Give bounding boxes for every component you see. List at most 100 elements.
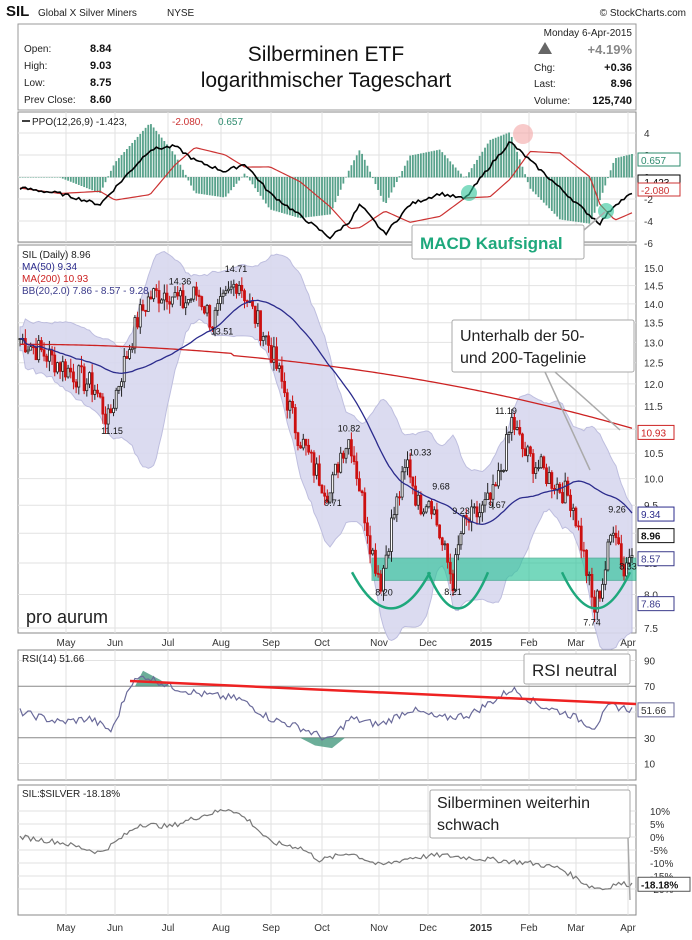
candle-body [296, 432, 300, 447]
candle-body [609, 534, 613, 543]
macd-annotation: MACD Kaufsignal [411, 211, 606, 260]
ppo-histogram-bar [377, 177, 380, 190]
ppo-histogram-bar [59, 177, 61, 178]
ppo-histogram-bar [104, 177, 107, 183]
candle-body [146, 296, 150, 312]
candle-body [31, 346, 35, 349]
ppo-histogram-bar [350, 165, 353, 178]
ratio-line [19, 809, 633, 891]
candle-body [197, 294, 201, 297]
ppo-value-tag-label: 0.657 [641, 156, 666, 167]
cup-arc [350, 571, 432, 610]
ppo-histogram-bar [339, 177, 342, 190]
candle-body [499, 470, 503, 473]
ratio-value-tag [637, 876, 691, 892]
candle-body [259, 310, 262, 341]
candle-body [480, 504, 484, 514]
ppo-histogram-bar [125, 149, 128, 178]
rsi-annotation: RSI neutral [523, 653, 631, 685]
ratio-tick-label: -10% [650, 859, 673, 870]
ppo-histogram-bar [537, 177, 540, 198]
ratio-tick-label: 10% [650, 807, 670, 818]
ppo-histogram-bar [607, 177, 609, 179]
ppo-histogram-bar [395, 177, 398, 183]
ma-annotation-line1: Unterhalb der 50- [460, 328, 585, 345]
candle-body [176, 292, 180, 297]
ppo-histogram-bar [358, 150, 361, 178]
candle-body [29, 346, 33, 351]
ratio-layer: -18.18% [19, 809, 691, 892]
ppo-histogram-bar [481, 151, 484, 178]
ppo-histogram-bar [403, 165, 406, 178]
candle-body [106, 408, 110, 425]
candle-body [269, 345, 273, 363]
candle-body [379, 573, 383, 592]
price-annotation-label: 9.26 [608, 505, 626, 515]
price-tick-label: 7.5 [644, 624, 658, 635]
candle-body [451, 573, 455, 592]
ppo-histogram-bar [297, 177, 299, 218]
ppo-histogram-bar [37, 177, 40, 178]
month-label: Dec [419, 923, 437, 934]
ppo-histogram-bar [289, 177, 291, 216]
candle-body [157, 290, 161, 304]
ppo-histogram-bar [414, 154, 417, 178]
price-value-tag [637, 506, 675, 522]
ppo-histogram-bar [542, 177, 545, 203]
candle-body [384, 554, 388, 569]
candle-body [328, 492, 332, 503]
ppo-signal-line [19, 147, 633, 230]
ppo-histogram-bar [152, 127, 155, 178]
ppo-legend: PPO(12,26,9) -1.423, -2.080, 0.657 [22, 117, 243, 128]
ppo-histogram-bar [80, 177, 83, 187]
month-label: May [57, 923, 76, 934]
ppo-histogram-bar [342, 177, 345, 184]
candle-body [598, 590, 602, 599]
ppo-histogram-bar [216, 177, 219, 197]
candle-body [625, 562, 629, 577]
ppo-histogram-bar [19, 177, 21, 178]
ppo-histogram-bar [631, 154, 633, 178]
ppo-histogram-bar [187, 177, 190, 181]
ma50-line [19, 299, 633, 526]
candle-body [219, 296, 222, 305]
candle-body [283, 380, 286, 394]
low-value: 8.75 [90, 77, 111, 89]
candle-body [443, 543, 447, 546]
ppo-histogram-bar [601, 177, 604, 193]
ppo-histogram-bar [294, 177, 297, 217]
ppo-histogram-bar [313, 177, 315, 217]
rsi-tick-label: 90 [644, 656, 656, 667]
candle-body [454, 554, 458, 592]
ppo-histogram-bar [318, 177, 321, 216]
ppo-histogram-bar [489, 139, 492, 178]
header: SIL Global X Silver Miners NYSE © StockC… [6, 3, 686, 111]
price-legend-ma200: MA(200) 10.93 [22, 274, 89, 285]
ppo-histogram-bar [385, 177, 388, 203]
candle-body [96, 389, 99, 394]
ppo-histogram-bar [171, 151, 174, 178]
ppo-histogram-bar [500, 135, 502, 178]
candle-body [251, 300, 254, 307]
candle-body [341, 452, 345, 459]
candle-body [475, 506, 479, 518]
chg-value: +0.36 [604, 62, 632, 74]
ppo-histogram-bar [195, 177, 198, 194]
candle-body [555, 483, 559, 491]
ppo-histogram-bar [556, 177, 559, 217]
ppo-histogram-bar [238, 177, 241, 181]
candle-body [526, 446, 530, 457]
ppo-histogram-bar [411, 155, 414, 178]
candle-body [603, 569, 607, 585]
candle-body [416, 494, 420, 506]
candle-body [165, 292, 169, 303]
percent-change: +4.19% [588, 42, 633, 57]
price-tick-label: 10.5 [644, 449, 664, 460]
month-label: Feb [520, 638, 538, 649]
candle-body [93, 389, 97, 395]
candle-body [432, 509, 436, 515]
candle-body [253, 305, 257, 324]
candle-body [90, 372, 94, 395]
ppo-histogram-bar [393, 177, 396, 188]
candle-body [569, 494, 572, 511]
